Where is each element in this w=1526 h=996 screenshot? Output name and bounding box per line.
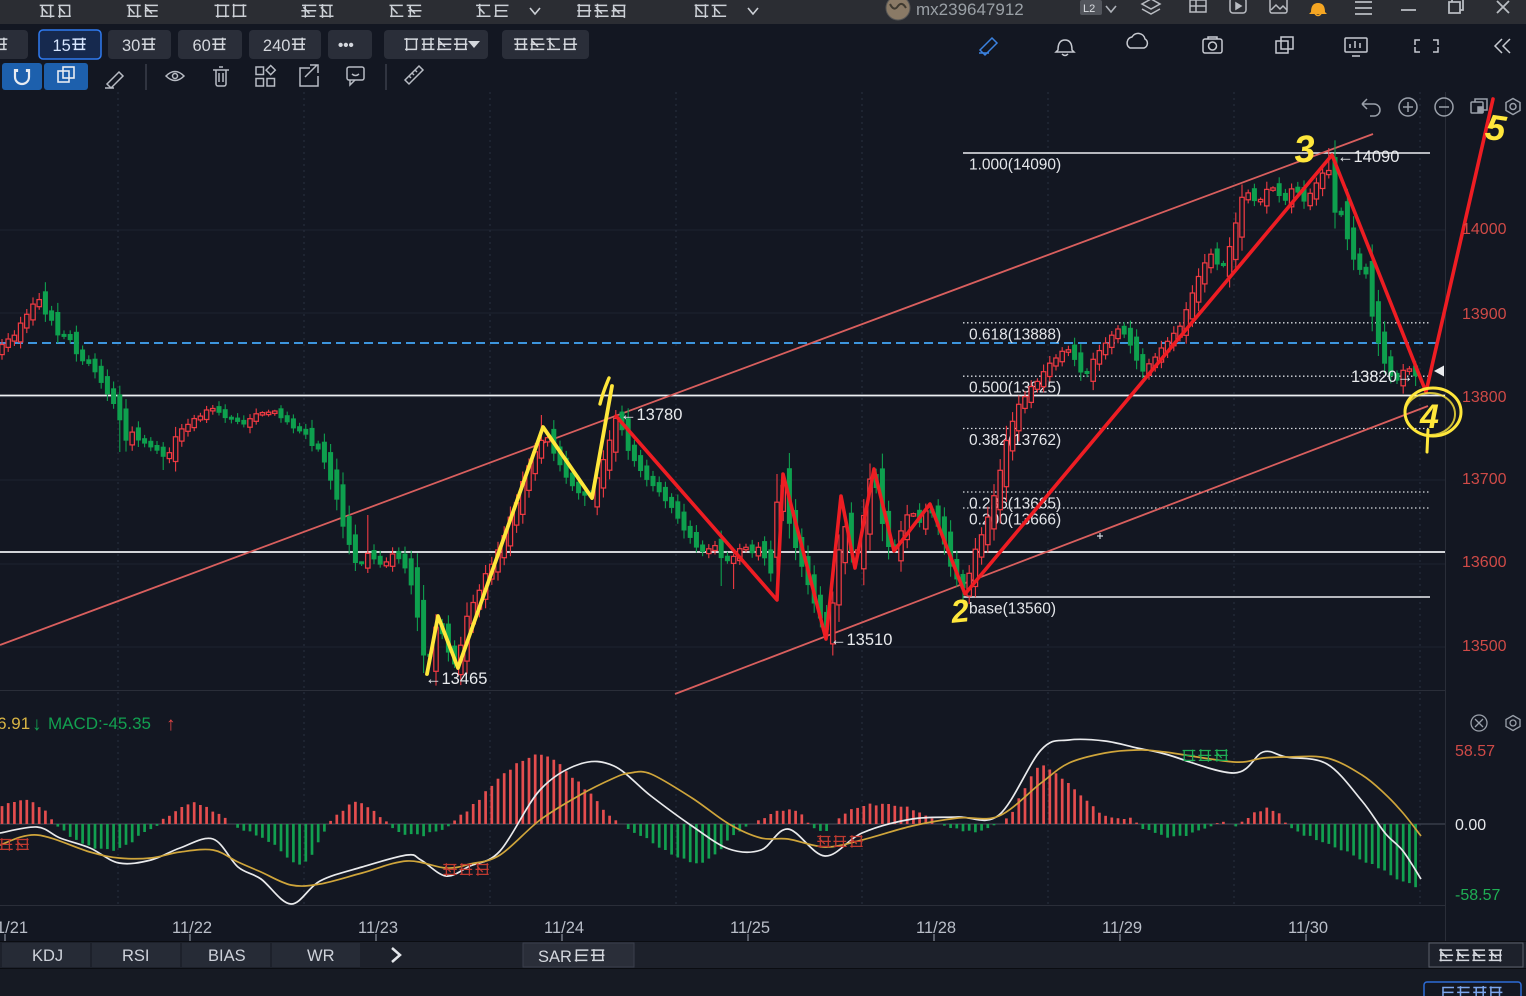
svg-text:WR: WR [307, 947, 335, 965]
svg-text:←14090: ←14090 [1337, 148, 1399, 166]
svg-text:mx239647912: mx239647912 [916, 0, 1024, 19]
svg-text:30: 30 [122, 37, 140, 55]
svg-text:11/25: 11/25 [730, 919, 770, 937]
svg-text:0.500(13825): 0.500(13825) [969, 380, 1061, 397]
svg-text:13500: 13500 [1462, 638, 1507, 655]
svg-text:4: 4 [1419, 398, 1439, 436]
svg-text:11/24: 11/24 [544, 919, 584, 937]
svg-text:•••: ••• [338, 37, 354, 54]
svg-text:←13510: ←13510 [830, 631, 892, 649]
svg-text:3: 3 [1292, 128, 1317, 172]
svg-text:←13465: ←13465 [425, 670, 487, 688]
svg-text:13800: 13800 [1462, 389, 1507, 406]
svg-text:13900: 13900 [1462, 306, 1507, 323]
svg-text:240: 240 [263, 37, 291, 55]
svg-text:L2: L2 [1083, 3, 1095, 15]
svg-text:←13780: ←13780 [620, 406, 682, 424]
svg-text:11/22: 11/22 [172, 919, 212, 937]
svg-text:base(13560): base(13560) [969, 601, 1056, 618]
svg-text:60: 60 [193, 37, 211, 55]
svg-text:RSI: RSI [122, 947, 150, 965]
svg-text:11/21: 11/21 [0, 919, 28, 937]
svg-text:↑: ↑ [166, 714, 176, 735]
svg-text:KDJ: KDJ [32, 947, 63, 965]
svg-text:11/28: 11/28 [916, 919, 956, 937]
svg-text:0.618(13888): 0.618(13888) [969, 326, 1061, 343]
svg-text:11/30: 11/30 [1288, 919, 1328, 937]
svg-text:SAR: SAR [538, 948, 572, 966]
svg-text:0.00: 0.00 [1455, 817, 1486, 834]
svg-text:↓: ↓ [32, 714, 42, 735]
svg-text:15: 15 [53, 37, 71, 55]
svg-text:13600: 13600 [1462, 554, 1507, 571]
svg-text:-56.91: -56.91 [0, 714, 30, 733]
svg-text:13700: 13700 [1462, 471, 1507, 488]
svg-text:2: 2 [948, 592, 971, 630]
svg-text:BIAS: BIAS [208, 947, 246, 965]
svg-text:-58.57: -58.57 [1455, 887, 1500, 904]
svg-text:11/23: 11/23 [358, 919, 398, 937]
svg-text:14000: 14000 [1462, 221, 1507, 238]
svg-text:MACD:-45.35: MACD:-45.35 [48, 714, 151, 733]
svg-text:58.57: 58.57 [1455, 743, 1495, 760]
svg-text:13820→: 13820→ [1351, 368, 1413, 386]
svg-text:0.200(13666): 0.200(13666) [969, 512, 1061, 529]
svg-text:1.000(14090): 1.000(14090) [969, 157, 1061, 174]
svg-text:11/29: 11/29 [1102, 919, 1142, 937]
